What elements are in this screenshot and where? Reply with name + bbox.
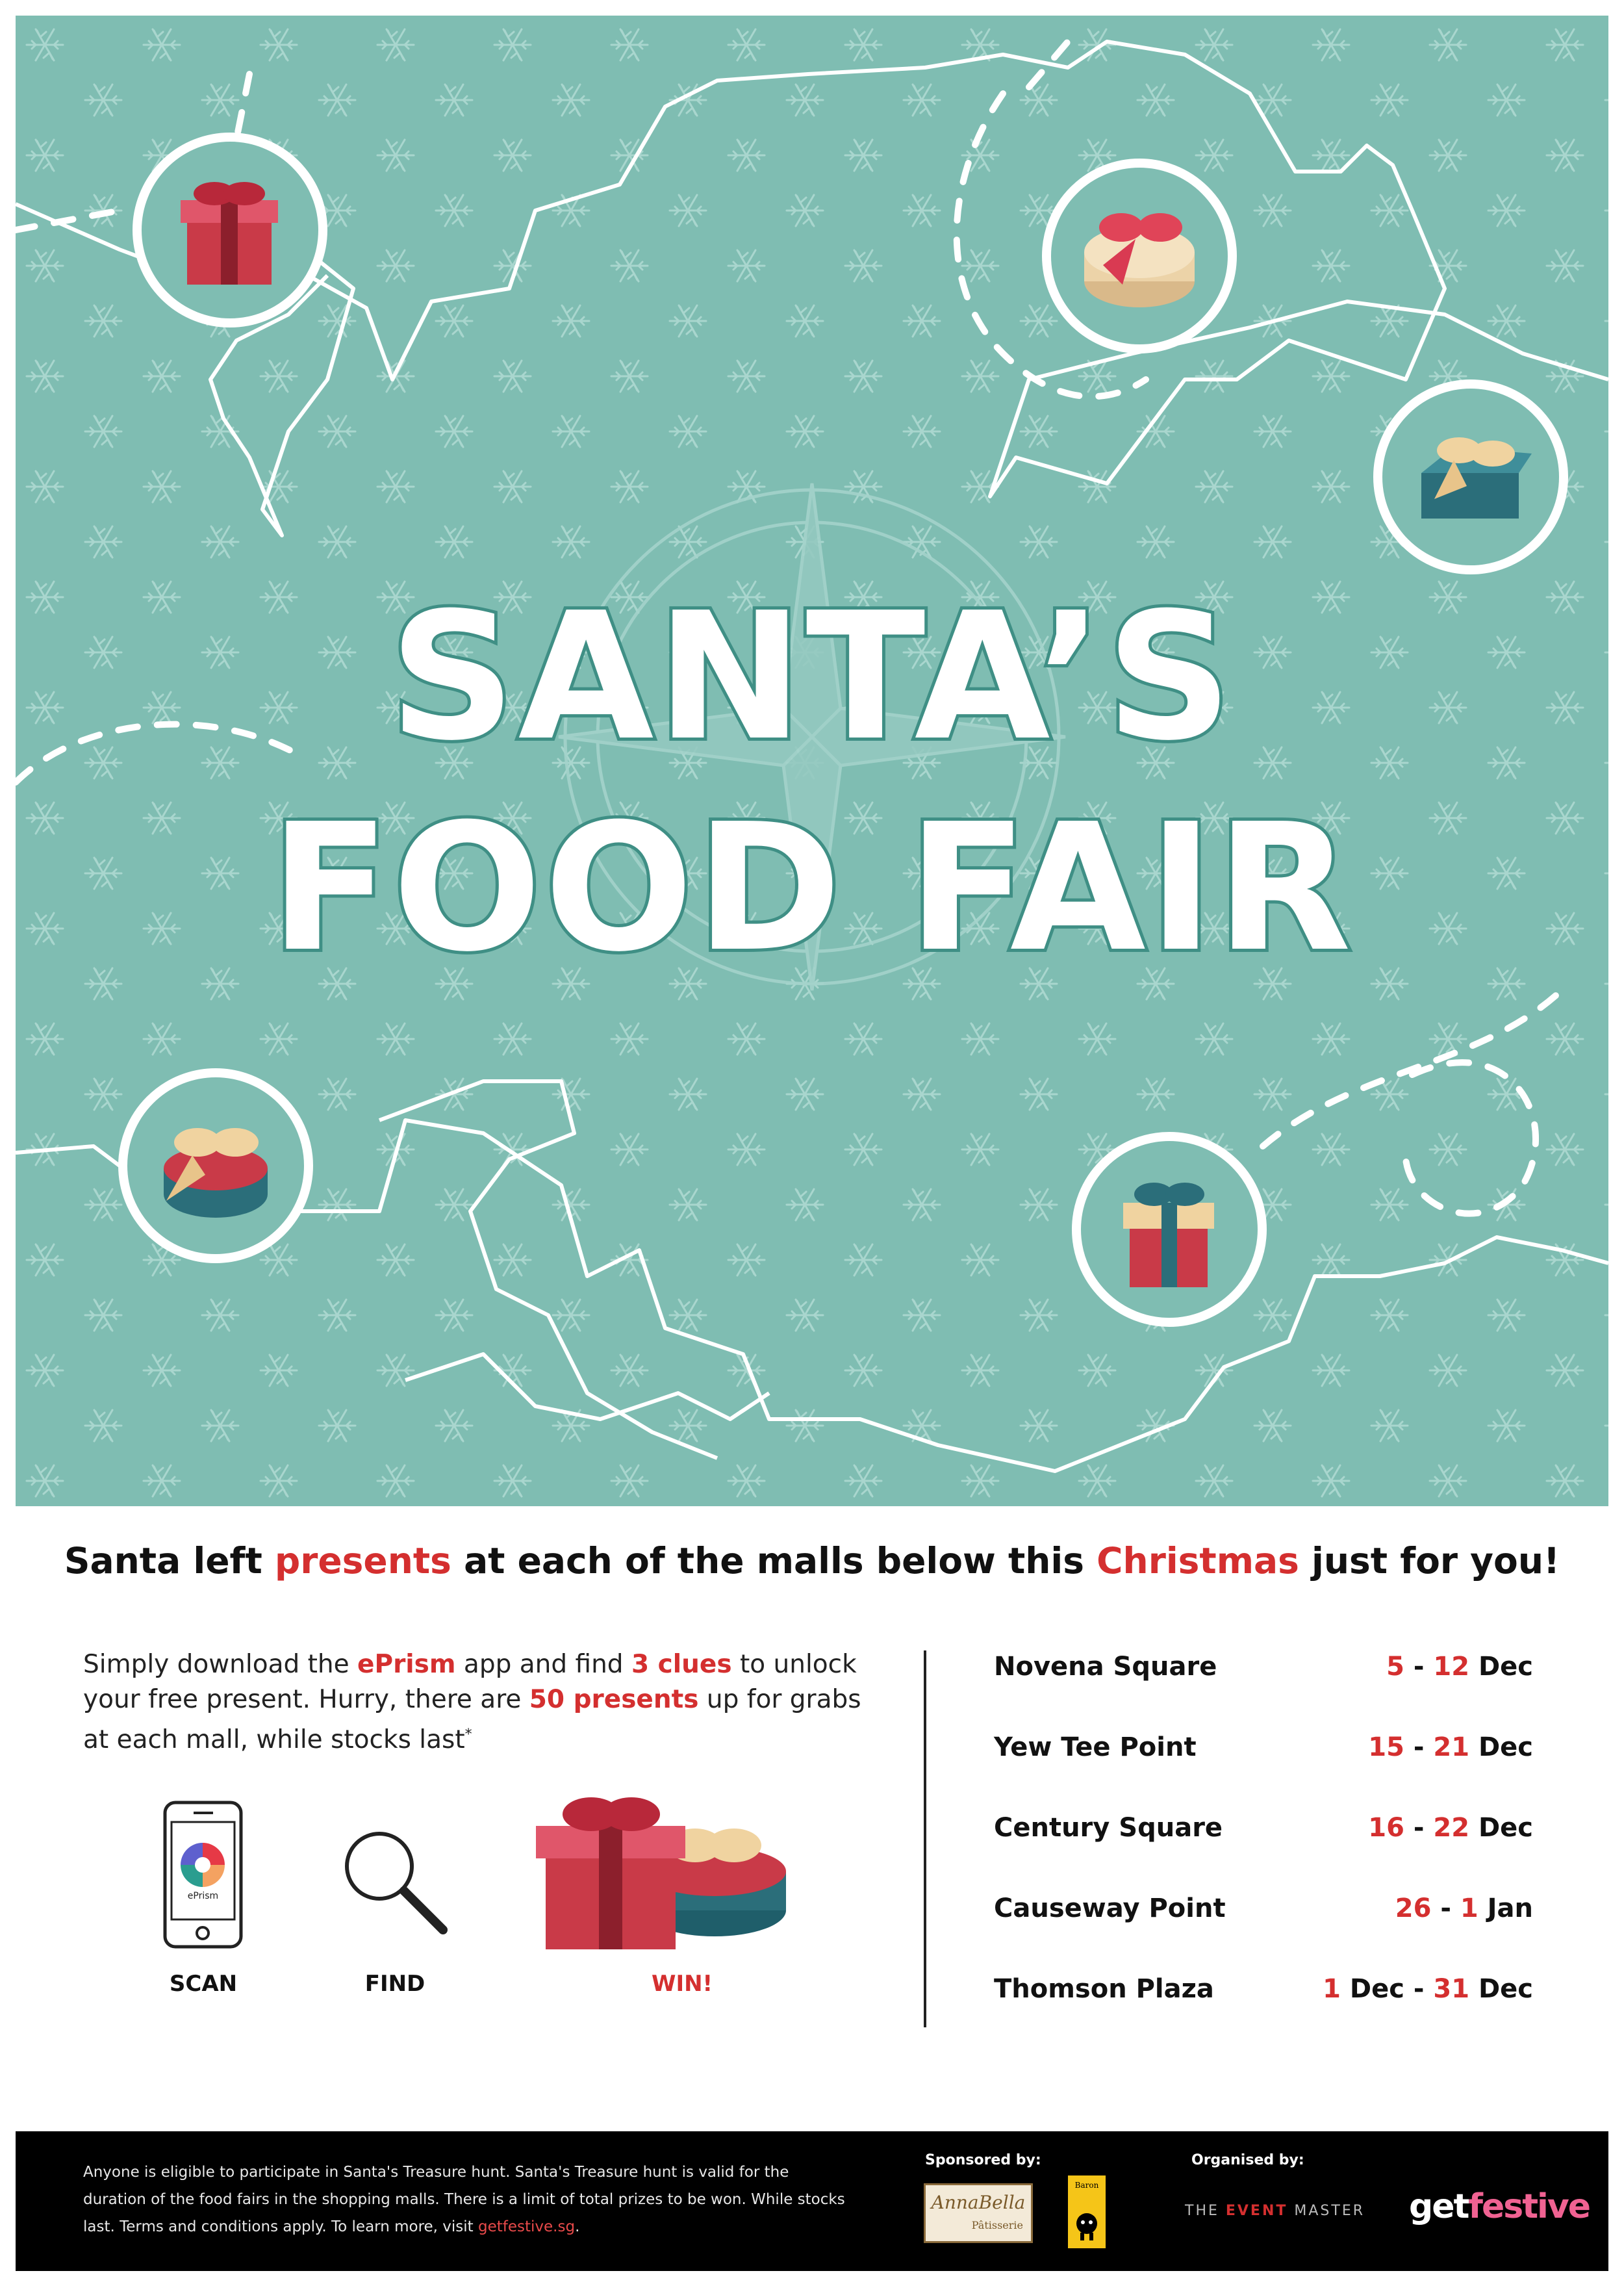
compass-rose [558,483,1066,991]
date-unit: Dec [1469,1732,1533,1762]
eprism-app-label: ePrism [187,1891,219,1901]
mall-dates: 16 - 22 Dec [1368,1813,1533,1843]
date-unit: Dec [1469,1974,1533,2004]
title-line-2: FOOD FAIR [267,782,1354,994]
mall-row: Causeway Point 26 - 1 Jan [994,1893,1533,1939]
headline-text-3: just for you! [1299,1540,1560,1582]
date-end: 1 [1460,1893,1478,1923]
baron-logo: Baron [1068,2175,1106,2248]
date-start: 16 [1368,1813,1404,1843]
headline-text-1: Santa left [64,1540,275,1582]
instr-app-name: ePrism [357,1650,456,1679]
event-master-logo: THE EVENT MASTER [1185,2203,1365,2219]
date-end: 21 [1433,1732,1470,1762]
sponsored-by-heading: Sponsored by: [925,2152,1041,2168]
magnifier-icon [345,1832,448,1934]
date-end: 12 [1433,1652,1470,1682]
step-scan-label: SCAN [169,1971,238,1997]
eventmaster-post: MASTER [1288,2203,1365,2219]
mall-name: Causeway Point [994,1893,1226,1923]
step-win-label: WIN! [651,1971,713,1997]
step-find-label: FIND [364,1971,425,1997]
mall-name: Yew Tee Point [994,1732,1197,1762]
date-unit: Jan [1478,1893,1533,1923]
headline-highlight-christmas: Christmas [1097,1540,1299,1582]
mall-dates: 26 - 1 Jan [1395,1893,1533,1923]
date-sep: Dec - [1340,1974,1434,2004]
instr-presents: 50 presents [529,1685,699,1714]
phone-icon [163,1801,243,1949]
round-teal-gift-icon [164,1128,268,1218]
getfestive-logo: getfestive [1409,2187,1591,2226]
gift-circle-top-right [1042,159,1237,353]
title-line-1: SANTA’S [386,571,1236,782]
headline-text-2: at each of the malls below this [451,1540,1097,1582]
mall-dates: 15 - 21 Dec [1368,1732,1533,1762]
hero-banner: SANTA’S FOOD FAIR [16,16,1608,1506]
mall-dates: 5 - 12 Dec [1386,1652,1533,1682]
baron-wordmark: Baron [1074,2181,1099,2190]
mall-name: Thomson Plaza [994,1974,1214,2004]
date-start: 1 [1323,1974,1341,2004]
date-end: 31 [1433,1974,1470,2004]
vertical-divider [924,1650,926,2027]
terms-text: Anyone is eligible to participate in San… [83,2159,850,2240]
annabella-wordmark: AnnaBella [931,2192,1026,2213]
terms-body: Anyone is eligible to participate in San… [83,2164,845,2235]
date-start: 26 [1395,1893,1432,1923]
sheep-icon [1076,2213,1097,2240]
headline-highlight-presents: presents [274,1540,451,1582]
instr-text-4: up for grabs at each mall, while stocks … [83,1685,861,1754]
mall-row: Thomson Plaza 1 Dec - 31 Dec [994,1974,1533,2020]
getfestive-festive: festive [1468,2187,1591,2226]
mall-name: Novena Square [994,1652,1217,1682]
headline: Santa left presents at each of the malls… [0,1540,1624,1582]
footer-bar: Anyone is eligible to participate in San… [16,2131,1608,2271]
gift-circle-top-left [133,133,327,327]
date-sep: - [1404,1652,1434,1682]
terms-end: . [575,2218,580,2235]
eprism-logo-icon [181,1843,225,1887]
mall-name: Century Square [994,1813,1223,1843]
eventmaster-mid: EVENT [1225,2203,1288,2219]
date-sep: - [1404,1813,1434,1843]
date-sep: - [1404,1732,1434,1762]
tall-gift-icon [1123,1183,1214,1287]
date-unit: Dec [1469,1652,1533,1682]
gift-circle-bottom-right [1072,1132,1267,1327]
teal-gift-icon [1421,437,1532,519]
getfestive-get: get [1409,2187,1469,2226]
date-start: 15 [1368,1732,1404,1762]
mall-dates: 1 Dec - 31 Dec [1323,1974,1533,2004]
gifts-win-icon [536,1797,786,1949]
getfestive-link[interactable]: getfestive.sg [478,2218,576,2235]
instr-text-1: Simply download the [83,1650,358,1679]
date-end: 22 [1433,1813,1470,1843]
mall-row: Century Square 16 - 22 Dec [994,1813,1533,1858]
instructions-paragraph: Simply download the ePrism app and find … [83,1647,889,1758]
mall-row: Novena Square 5 - 12 Dec [994,1652,1533,1697]
date-start: 5 [1386,1652,1404,1682]
annabella-logo: AnnaBella Pâtisserie [924,2183,1033,2243]
date-sep: - [1431,1893,1460,1923]
gift-circle-right [1373,379,1568,574]
instr-clues: 3 clues [631,1650,732,1679]
cream-gift-icon [1084,213,1195,307]
mall-row: Yew Tee Point 15 - 21 Dec [994,1732,1533,1778]
annabella-subtitle: Pâtisserie [971,2219,1023,2231]
date-unit: Dec [1469,1813,1533,1843]
gift-circle-bottom-left [118,1068,313,1263]
eventmaster-pre: THE [1185,2203,1226,2219]
organised-by-heading: Organised by: [1191,2152,1304,2168]
instr-text-3: to unlock your free present. Hurry, ther… [83,1650,857,1714]
instr-text-2: app and find [455,1650,631,1679]
instr-asterisk: * [464,1726,472,1743]
red-gift-icon [181,182,278,285]
